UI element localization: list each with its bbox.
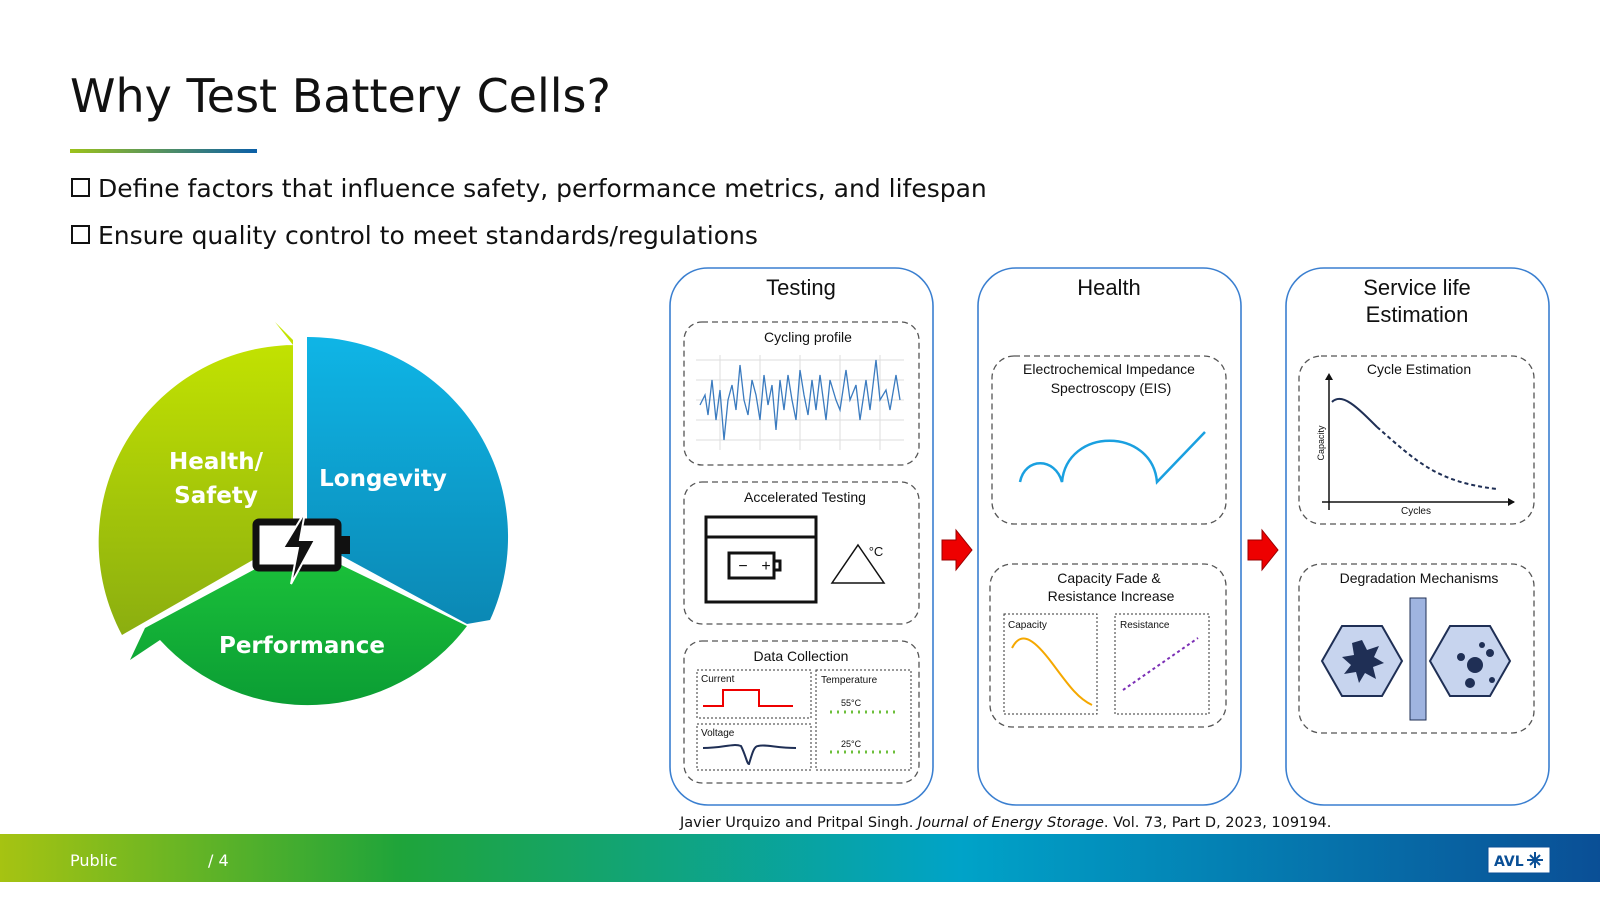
bullets: Define factors that influence safety, pe… bbox=[71, 174, 987, 250]
bullet-text: Define factors that influence safety, pe… bbox=[98, 174, 987, 203]
mini-label: 25°C bbox=[841, 739, 862, 749]
footer-page: / 4 bbox=[208, 851, 229, 870]
icon-label: °C bbox=[869, 544, 884, 559]
bullet-text: Ensure quality control to meet standards… bbox=[98, 221, 758, 250]
sector-longevity bbox=[307, 336, 509, 624]
sub-box bbox=[683, 321, 920, 466]
cycle-label: Longevity bbox=[319, 466, 447, 492]
sub-box bbox=[683, 640, 920, 784]
sub-box bbox=[683, 481, 920, 625]
box-label: Accelerated Testing bbox=[744, 489, 866, 505]
box-label: Capacity Fade & bbox=[1057, 570, 1161, 586]
voltage-line bbox=[702, 744, 797, 766]
crack-icon bbox=[1342, 640, 1384, 683]
logo-mark bbox=[1527, 852, 1543, 868]
sector-performance bbox=[130, 545, 467, 706]
mini-label: Voltage bbox=[701, 728, 735, 739]
panel-title: Testing bbox=[766, 275, 836, 300]
title-underline bbox=[70, 149, 257, 153]
sector-health bbox=[98, 322, 293, 635]
sub-box bbox=[991, 355, 1227, 525]
mini-label: Temperature bbox=[821, 675, 878, 686]
box-label: Degradation Mechanisms bbox=[1340, 570, 1499, 586]
arrow bbox=[941, 528, 973, 572]
citation-details: . Vol. 73, Part D, 2023, 109194. bbox=[1104, 815, 1332, 831]
estimate-dashed bbox=[1376, 426, 1498, 490]
chamber-icon bbox=[704, 515, 818, 604]
mini-box bbox=[1114, 613, 1210, 715]
current-line bbox=[703, 689, 793, 707]
mini-box bbox=[696, 723, 812, 771]
mini-box bbox=[1003, 613, 1098, 715]
axis-label: Cycles bbox=[1401, 506, 1431, 517]
box-label: Spectroscopy (EIS) bbox=[1051, 380, 1172, 396]
cycling-line bbox=[699, 359, 901, 441]
mini-label: 55°C bbox=[841, 698, 862, 708]
mini-box bbox=[815, 669, 912, 771]
mini-label: Resistance bbox=[1120, 620, 1170, 631]
process-figure: Testing Health Service life Estimation C… bbox=[669, 267, 1550, 806]
axis-label: Capacity bbox=[1316, 425, 1326, 461]
sub-box bbox=[1298, 563, 1535, 734]
icon-text: − bbox=[738, 558, 747, 575]
citation: Javier Urquizo and Pritpal Singh. Journa… bbox=[679, 815, 1331, 831]
battery-icon bbox=[252, 511, 350, 585]
panel bbox=[977, 267, 1242, 806]
panel-title: Service life bbox=[1363, 275, 1471, 300]
box-label: Cycle Estimation bbox=[1367, 361, 1471, 377]
hexagons bbox=[1320, 625, 1512, 697]
panel-title: Health bbox=[1077, 275, 1141, 300]
mini-label: Current bbox=[701, 674, 735, 685]
sub-box bbox=[989, 563, 1227, 728]
citation-journal: Journal of Energy Storage bbox=[915, 815, 1104, 831]
estimate-solid bbox=[1331, 397, 1378, 428]
icon-text: + bbox=[761, 558, 770, 575]
eis-curve bbox=[1018, 431, 1206, 485]
mini-box bbox=[696, 669, 812, 719]
warning-icon bbox=[830, 543, 886, 584]
footer-bar bbox=[0, 834, 1600, 882]
footer-classification: Public bbox=[70, 851, 117, 870]
arrow bbox=[1247, 528, 1279, 572]
axes bbox=[1322, 375, 1514, 510]
grid bbox=[696, 355, 904, 450]
slide-title: Why Test Battery Cells? bbox=[70, 69, 611, 123]
separator bbox=[1409, 597, 1427, 721]
box-label: Data Collection bbox=[754, 648, 849, 664]
sub-box bbox=[1298, 355, 1535, 525]
cycle-label: Health/ bbox=[169, 449, 264, 475]
citation-authors: Javier Urquizo and Pritpal Singh. bbox=[679, 815, 918, 831]
capacity-curve bbox=[1011, 637, 1093, 706]
cycle-label: Safety bbox=[174, 483, 258, 509]
bullet-box bbox=[71, 178, 90, 197]
panel-title: Estimation bbox=[1366, 302, 1469, 327]
box-label: Resistance Increase bbox=[1048, 588, 1175, 604]
cycle-diagram: Health/ Safety Longevity Performance bbox=[98, 322, 509, 706]
logo: AVL bbox=[1494, 854, 1524, 870]
bullet-box bbox=[71, 225, 90, 244]
mini-label: Capacity bbox=[1008, 620, 1047, 631]
panel bbox=[1285, 267, 1550, 806]
cycle-label: Performance bbox=[219, 633, 385, 659]
box-label: Cycling profile bbox=[764, 329, 852, 345]
particles bbox=[1457, 642, 1495, 688]
box-label: Electrochemical Impedance bbox=[1023, 361, 1195, 377]
